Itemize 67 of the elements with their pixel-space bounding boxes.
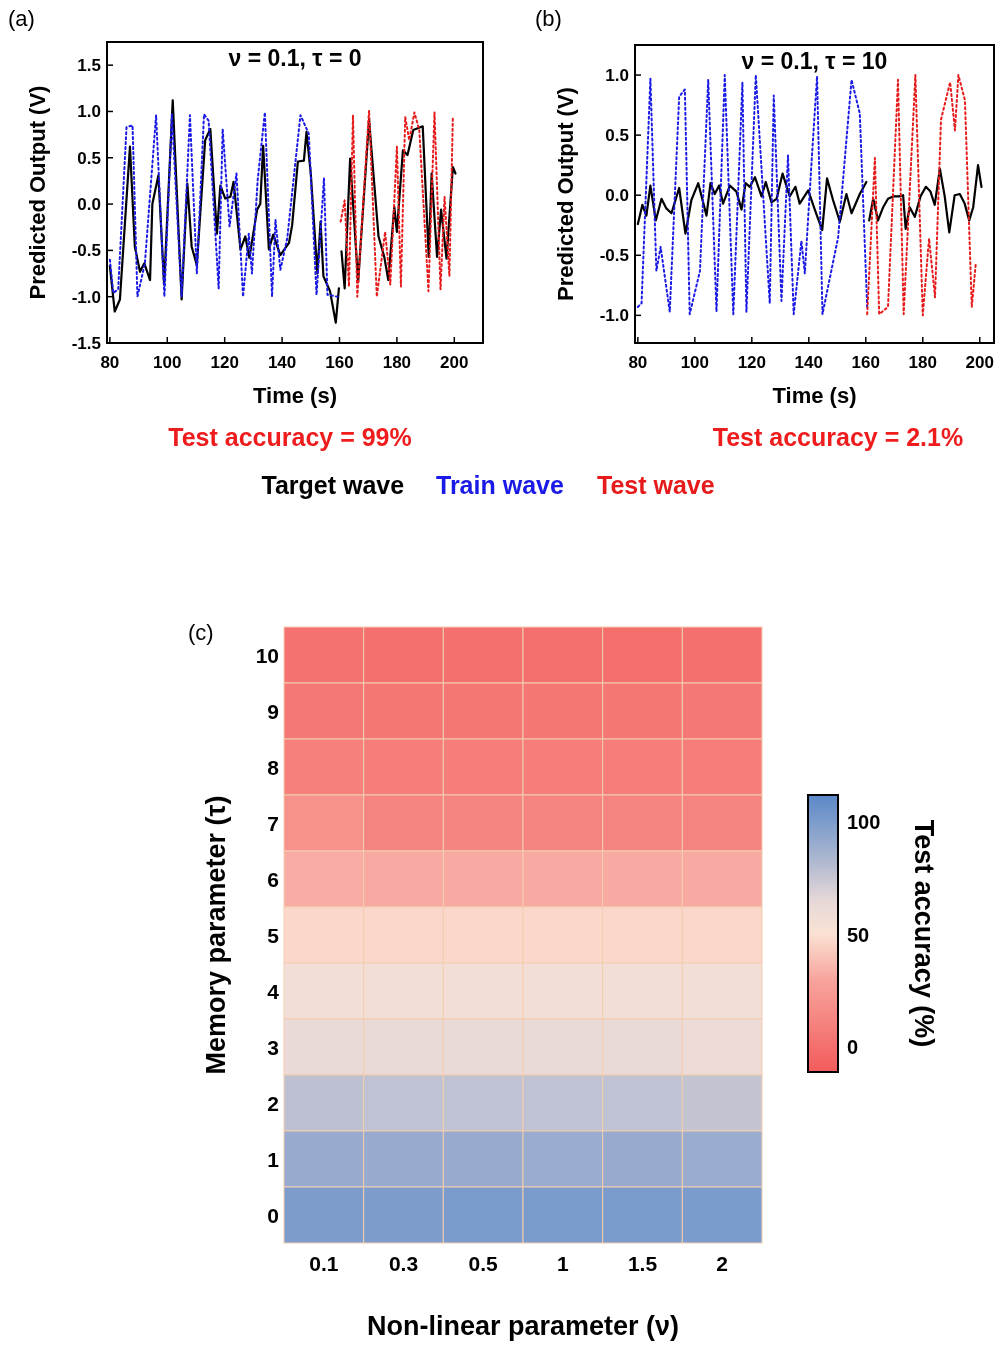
y-tick-label: 9 [267, 700, 279, 723]
x-tick-label: 1.5 [627, 1252, 658, 1275]
text: Test accuracy = 2.1% [712, 423, 964, 451]
line-series [339, 109, 454, 298]
color-bar-label: 0 [847, 1036, 859, 1059]
x-tick-label: 100 [153, 353, 182, 372]
text: Train wave [436, 471, 564, 499]
line-series [866, 74, 977, 317]
x-tick-label: 0.5 [468, 1252, 499, 1275]
line-series [636, 74, 869, 316]
x-tick-label: 140 [794, 353, 823, 372]
x-tick-label: 0.1 [309, 1252, 339, 1275]
x-tick-label: 1 [556, 1252, 569, 1275]
x-tick-label: 0.3 [388, 1252, 419, 1275]
y-axis-title: Predicted Output (V) [25, 85, 50, 300]
y-tick-label: -1.5 [71, 334, 101, 353]
y-tick-label: 3 [267, 1036, 279, 1059]
text: Test accuracy = 99% [168, 423, 412, 451]
y-tick-label: 4 [267, 980, 280, 1003]
x-tick-label: 200 [965, 353, 994, 372]
x-tick-label: 180 [908, 353, 937, 372]
chart-title: ν = 0.1, τ = 0 [228, 45, 362, 71]
x-tick-label: 120 [210, 353, 239, 372]
y-tick-label: 10 [255, 644, 279, 667]
x-axis-title: Non-linear parameter (ν) [366, 1311, 680, 1341]
y-tick-label: 1 [267, 1148, 280, 1171]
text: Target wave [261, 471, 405, 499]
y-tick-label: 0.5 [605, 126, 629, 146]
color-bar-label: 50 [847, 923, 870, 946]
line-series [108, 111, 339, 298]
x-tick-label: 120 [737, 353, 766, 372]
y-axis-title: Memory parameter (τ) [201, 795, 231, 1075]
x-tick-label: 2 [716, 1252, 729, 1275]
x-tick-label: 160 [325, 353, 354, 372]
text: (b) [535, 6, 562, 31]
y-tick-label: -1.0 [599, 306, 629, 326]
text: (a) [8, 6, 35, 31]
y-tick-label: 0.5 [77, 148, 101, 168]
y-tick-label: -0.5 [71, 241, 101, 261]
x-tick-label: 140 [267, 353, 297, 372]
x-tick-label: 80 [628, 353, 648, 372]
y-tick-label: 0.0 [605, 186, 629, 206]
y-tick-label: 0 [267, 1204, 279, 1227]
chart-title: ν = 0.1, τ = 10 [741, 48, 888, 74]
y-tick-label: 6 [267, 868, 279, 891]
text: (c) [188, 620, 214, 645]
y-tick-label: -0.5 [599, 246, 629, 266]
color-bar-title: Test accuracy (%) [909, 819, 939, 1048]
x-tick-label: 180 [382, 353, 412, 372]
y-tick-label: -1.0 [71, 287, 101, 307]
y-axis-title: Predicted Output (V) [553, 87, 578, 301]
x-tick-label: 160 [851, 353, 880, 372]
x-tick-label: 100 [680, 353, 710, 372]
text: Test wave [597, 471, 715, 499]
y-tick-label: 7 [267, 812, 279, 835]
y-tick-label: 0.0 [77, 195, 101, 215]
y-tick-label: 1.0 [77, 102, 101, 122]
y-tick-label: 8 [267, 756, 280, 779]
y-tick-label: 5 [267, 924, 280, 947]
x-tick-label: 80 [100, 353, 120, 372]
color-bar-label: 100 [847, 810, 881, 833]
y-tick-label: 2 [267, 1092, 279, 1115]
x-tick-label: 200 [440, 353, 469, 372]
x-axis-title: Time (s) [772, 383, 857, 408]
y-tick-label: 1.5 [77, 56, 101, 76]
y-tick-label: 1.0 [605, 66, 629, 86]
x-axis-title: Time (s) [253, 383, 337, 408]
